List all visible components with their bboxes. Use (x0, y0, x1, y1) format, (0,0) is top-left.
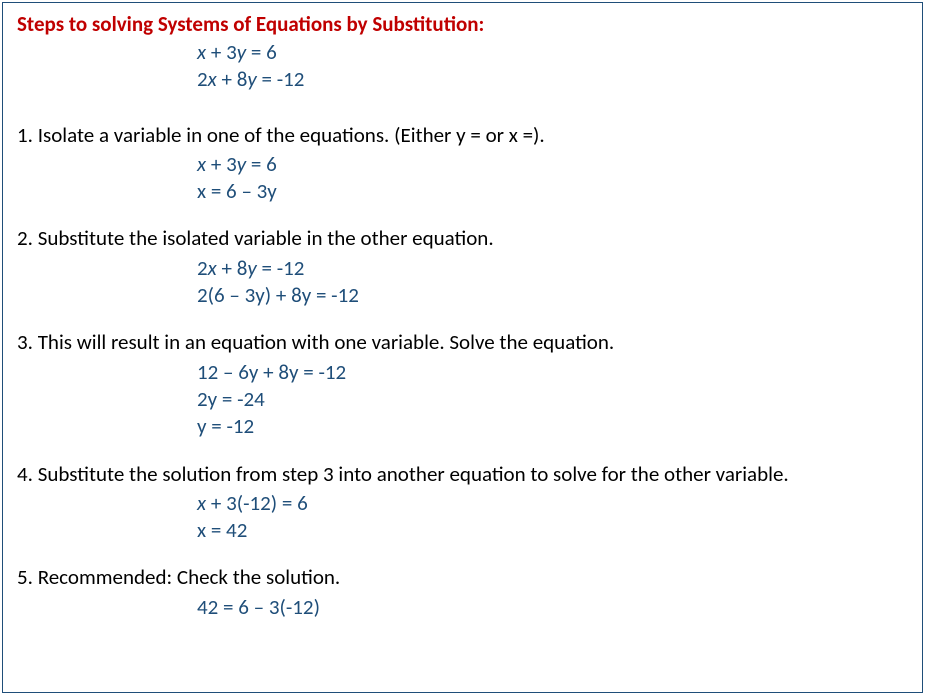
step-1-eq-2: x = 6 – 3y (197, 178, 908, 205)
step-3-eq-1: 12 – 6y + 8y = -12 (197, 359, 908, 386)
step-3-eq-3: y = -12 (197, 413, 908, 440)
step-4-text: 4. Substitute the solution from step 3 i… (17, 461, 908, 488)
step-1-text: 1. Isolate a variable in one of the equa… (17, 122, 908, 149)
step-2-eq-2: 2(6 – 3y) + 8y = -12 (197, 282, 908, 309)
intro-equation-2: 2x + 8y = -12 (197, 66, 908, 93)
step-5-text: 5. Recommended: Check the solution. (17, 564, 908, 591)
document-title: Steps to solving Systems of Equations by… (17, 11, 908, 37)
step-3-eq-2: 2y = -24 (197, 386, 908, 413)
step-4-eq-2: x = 42 (197, 517, 908, 544)
step-5-eq-1: 42 = 6 – 3(-12) (197, 594, 908, 621)
step-1-eq-1: x + 3y = 6 (197, 151, 908, 178)
intro-equation-1: x + 3y = 6 (197, 39, 908, 66)
step-2-text: 2. Substitute the isolated variable in t… (17, 225, 908, 252)
document-container: Steps to solving Systems of Equations by… (2, 2, 923, 693)
step-3-text: 3. This will result in an equation with … (17, 329, 908, 356)
step-4-eq-1: x + 3(-12) = 6 (197, 490, 908, 517)
step-2-eq-1: 2x + 8y = -12 (197, 255, 908, 282)
